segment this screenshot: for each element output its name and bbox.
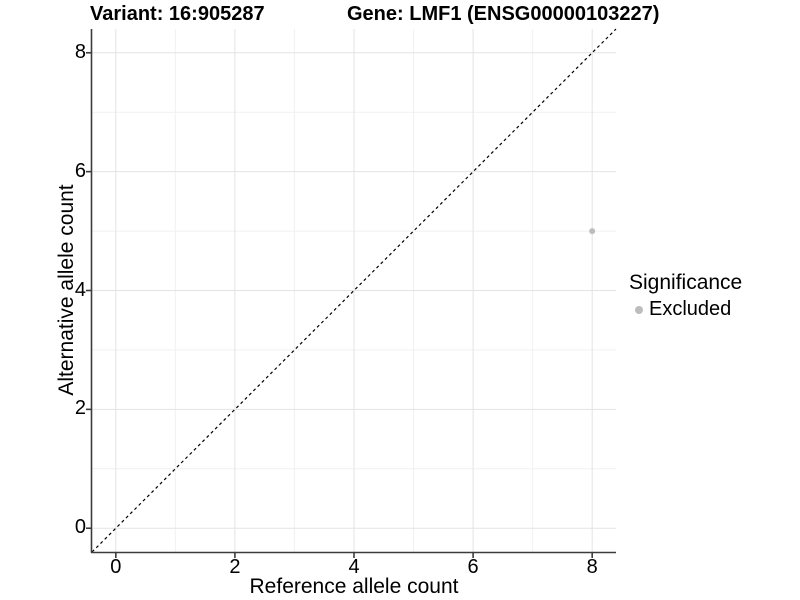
excluded-point-icon <box>635 305 643 314</box>
x-axis-title: Reference allele count <box>249 575 459 598</box>
legend-item-excluded: Excluded <box>629 298 742 321</box>
x-tick-label: 0 <box>110 556 122 578</box>
x-tick-label: 4 <box>348 556 360 578</box>
y-axis-title: Alternative allele count <box>55 184 78 396</box>
y-tick-label: 2 <box>74 397 86 420</box>
legend-title: Significance <box>629 271 743 294</box>
x-tick-label: 2 <box>229 556 241 578</box>
variant-title: Variant: 16:905287 <box>90 3 265 25</box>
legend-item-label: Excluded <box>649 298 732 320</box>
y-tick-label: 0 <box>74 516 86 539</box>
data-point <box>589 228 596 235</box>
x-tick-label: 8 <box>586 556 598 578</box>
y-tick-label: 4 <box>74 278 86 301</box>
legend: Significance Excluded <box>629 271 742 321</box>
y-tick-label: 6 <box>74 159 86 182</box>
y-tick-label: 8 <box>74 40 86 63</box>
gene-title: Gene: LMF1 (ENSG00000103227) <box>347 3 660 25</box>
x-tick-label: 6 <box>467 556 479 578</box>
